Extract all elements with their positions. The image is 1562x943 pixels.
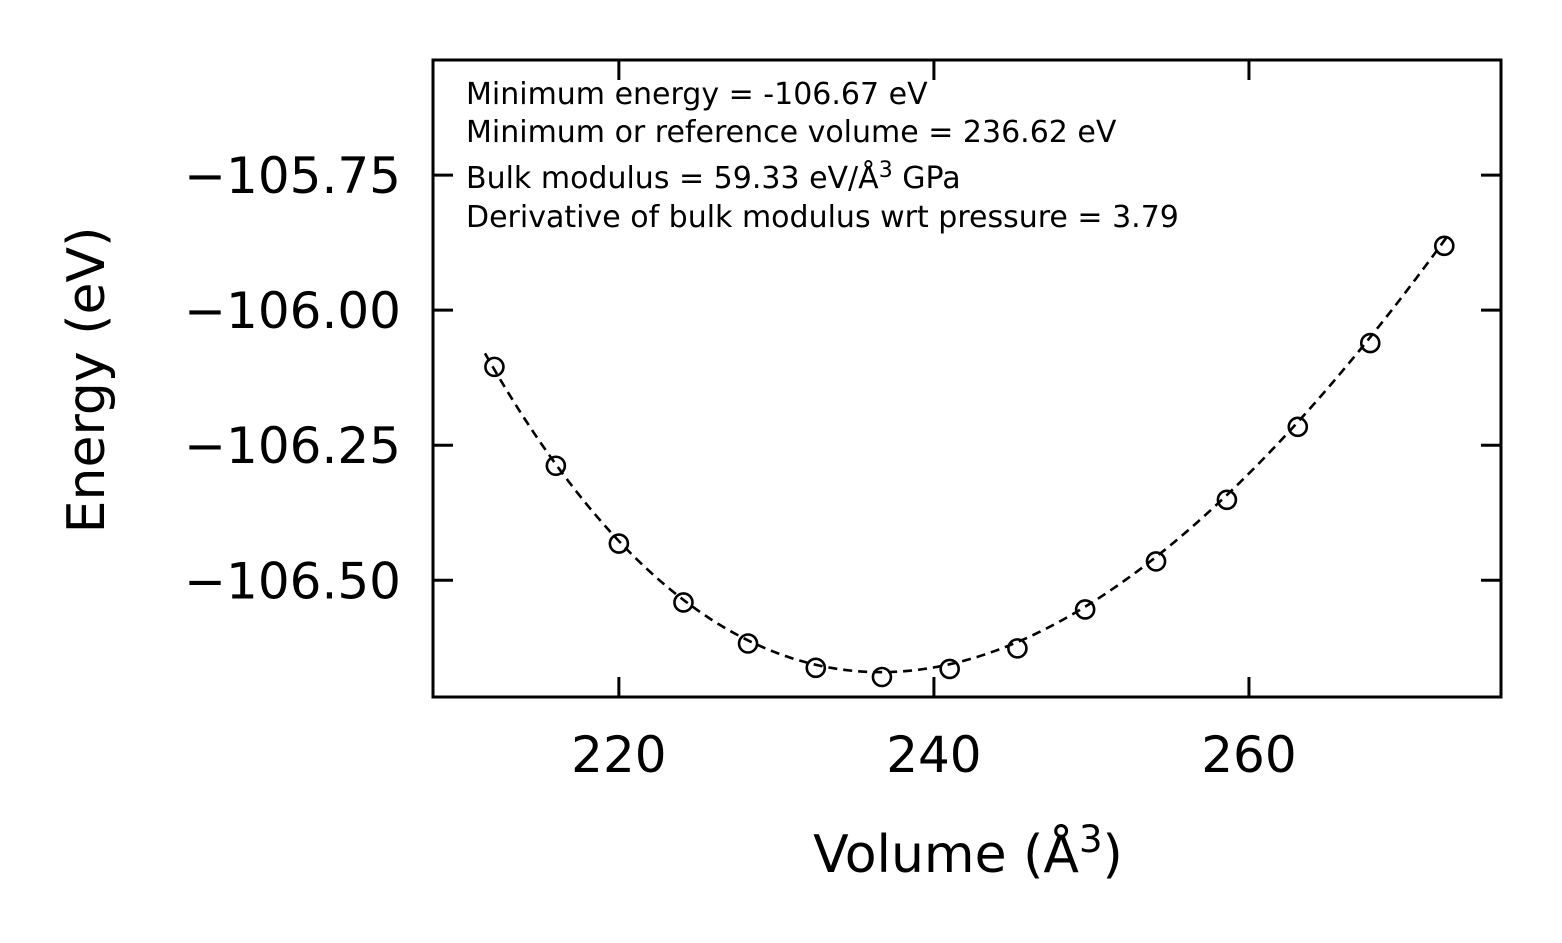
- plot-frame: [431, 58, 1503, 699]
- y-axis-label: Energy (eV): [57, 227, 117, 534]
- data-point: [871, 666, 893, 688]
- x-tick-label: 220: [571, 726, 666, 784]
- x-tick-label: 260: [1201, 726, 1296, 784]
- fit-curve: [483, 235, 1449, 674]
- y-tick-label: −106.00: [184, 282, 401, 340]
- data-point: [737, 633, 759, 654]
- tick-layer: 220 240 260 −105.75 −106.00 −106.25 −106.50: [184, 60, 1501, 784]
- data-point: [1433, 235, 1455, 257]
- data-point: [484, 356, 505, 378]
- y-tick-label: −105.75: [184, 147, 401, 205]
- data-point: [673, 592, 694, 613]
- data-point: [608, 533, 630, 554]
- data-point: [545, 455, 567, 477]
- data-point: [805, 657, 827, 679]
- x-axis-label: Volume (Å3): [813, 818, 1123, 885]
- annotation-min-energy: Minimum energy = -106.67 eV: [466, 77, 928, 112]
- fit-curve-layer: [483, 235, 1449, 674]
- annotation-box: Minimum energy = -106.67 eV Minimum or r…: [466, 77, 1179, 235]
- data-point: [1145, 551, 1167, 572]
- data-point: [939, 658, 960, 680]
- data-point: [1007, 638, 1028, 659]
- data-point: [1216, 489, 1238, 511]
- x-tick-label: 240: [886, 726, 981, 784]
- data-points-layer: [484, 235, 1455, 688]
- y-tick-label: −106.50: [184, 552, 401, 610]
- data-point: [1287, 416, 1309, 438]
- y-tick-label: −106.25: [184, 417, 401, 475]
- annotation-bulk-derivative: Derivative of bulk modulus wrt pressure …: [466, 200, 1179, 235]
- annotation-ref-volume: Minimum or reference volume = 236.62 eV: [466, 115, 1117, 150]
- data-point: [1359, 332, 1381, 354]
- annotation-bulk-modulus: Bulk modulus = 59.33 eV/Å3 GPa: [466, 158, 961, 196]
- data-point: [1074, 599, 1096, 620]
